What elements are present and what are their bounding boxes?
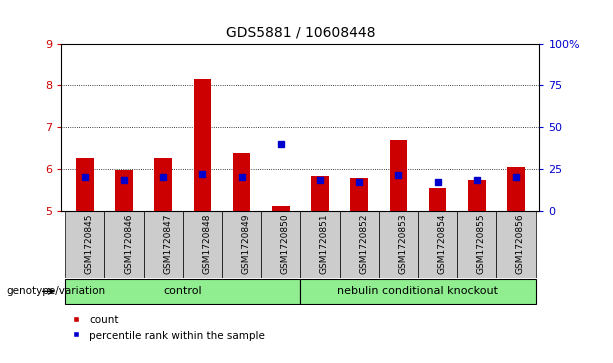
Bar <box>351 178 368 211</box>
Text: GSM1720856: GSM1720856 <box>516 214 525 274</box>
Text: nebulin conditional knockout: nebulin conditional knockout <box>337 286 498 296</box>
Bar <box>65 279 300 303</box>
Text: GSM1720845: GSM1720845 <box>85 214 94 274</box>
Bar <box>261 211 300 278</box>
Bar <box>300 211 340 278</box>
Title: GDS5881 / 10608448: GDS5881 / 10608448 <box>226 26 375 40</box>
Bar <box>428 188 446 211</box>
Bar <box>468 180 485 211</box>
Bar <box>389 140 407 211</box>
Bar <box>65 211 104 278</box>
Bar <box>272 205 289 211</box>
Text: control: control <box>164 286 202 296</box>
Text: GSM1720853: GSM1720853 <box>398 214 408 274</box>
Bar <box>115 170 133 211</box>
Bar <box>457 211 497 278</box>
Text: GSM1720848: GSM1720848 <box>202 214 211 274</box>
Text: GSM1720851: GSM1720851 <box>320 214 329 274</box>
Bar <box>222 211 261 278</box>
Bar <box>194 79 211 211</box>
Bar <box>497 211 536 278</box>
Bar <box>311 176 329 211</box>
Bar <box>76 158 94 211</box>
Bar <box>507 167 525 211</box>
Text: GSM1720854: GSM1720854 <box>438 214 446 274</box>
Legend: count, percentile rank within the sample: count, percentile rank within the sample <box>66 311 270 345</box>
Bar <box>418 211 457 278</box>
Text: GSM1720846: GSM1720846 <box>124 214 133 274</box>
Text: GSM1720850: GSM1720850 <box>281 214 290 274</box>
Bar <box>233 153 250 211</box>
Bar <box>340 211 379 278</box>
Bar <box>143 211 183 278</box>
Text: GSM1720849: GSM1720849 <box>242 214 251 274</box>
Text: genotype/variation: genotype/variation <box>6 286 105 296</box>
Text: GSM1720847: GSM1720847 <box>163 214 172 274</box>
Text: GSM1720855: GSM1720855 <box>477 214 485 274</box>
Bar <box>183 211 222 278</box>
Bar <box>154 158 172 211</box>
Text: GSM1720852: GSM1720852 <box>359 214 368 274</box>
Bar <box>379 211 418 278</box>
Bar <box>104 211 143 278</box>
Bar <box>300 279 536 303</box>
